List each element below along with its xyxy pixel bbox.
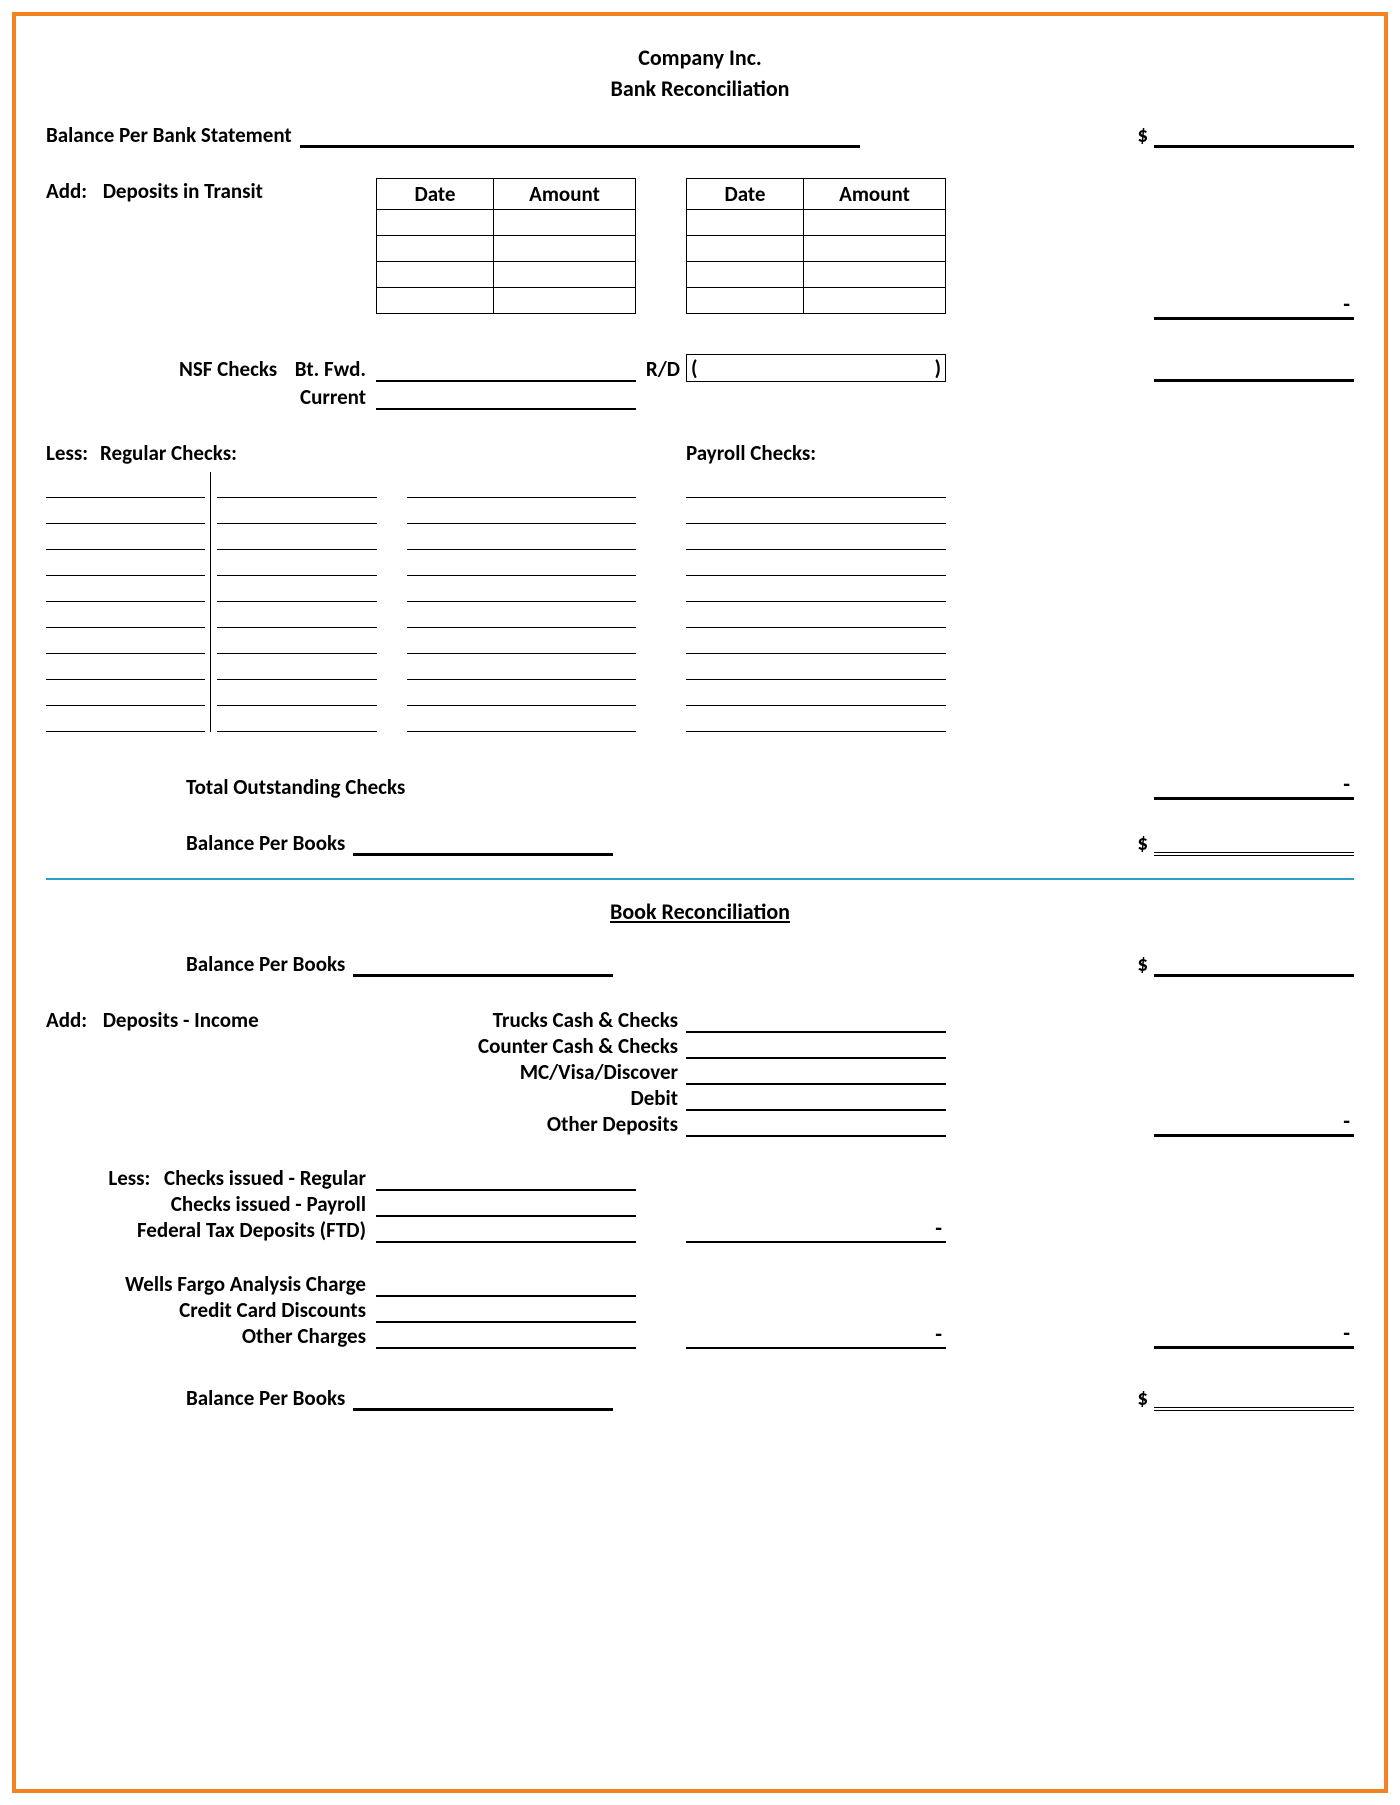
total-outstanding-amount[interactable]: - xyxy=(1154,776,1354,800)
current-label: Current xyxy=(300,384,366,410)
bt-fwd-label: Bt. Fwd. xyxy=(295,356,366,382)
less-line-2: Federal Tax Deposits (FTD) xyxy=(137,1217,366,1243)
col-date-1: Date xyxy=(376,178,494,210)
col-date-2: Date xyxy=(686,178,804,210)
charge-0: Wells Fargo Analysis Charge xyxy=(125,1271,366,1297)
balance-books-bank-line[interactable] xyxy=(353,832,613,856)
section-divider xyxy=(46,878,1354,880)
currency-1: $ xyxy=(1137,122,1148,148)
rd-box[interactable]: ( ) xyxy=(686,354,946,382)
currency-3: $ xyxy=(1137,951,1148,977)
total-outstanding-label: Total Outstanding Checks xyxy=(186,774,405,800)
form-title: Bank Reconciliation xyxy=(46,75,1354,102)
dep1-r2-amt[interactable] xyxy=(494,236,636,262)
dep2-r3-amt[interactable] xyxy=(804,262,946,288)
dep1-r4-amt[interactable] xyxy=(494,288,636,314)
company-name: Company Inc. xyxy=(46,44,1354,71)
dep2-r4-date[interactable] xyxy=(686,288,804,314)
book-title: Book Reconciliation xyxy=(46,898,1354,925)
income-line-0: Trucks Cash & Checks xyxy=(376,1007,686,1033)
add-label: Add: xyxy=(46,178,87,204)
dep2-r1-amt[interactable] xyxy=(804,210,946,236)
less-label: Less: xyxy=(46,440,88,466)
deposits-total[interactable]: - xyxy=(1154,296,1354,320)
less-line-1: Checks issued - Payroll xyxy=(171,1191,366,1217)
balance-bank-amount[interactable] xyxy=(1154,124,1354,148)
balance-books-bank-amount[interactable] xyxy=(1154,832,1354,856)
income-line-2: MC/Visa/Discover xyxy=(376,1059,686,1085)
dep1-r1-amt[interactable] xyxy=(494,210,636,236)
deposits-income-label: Deposits - Income xyxy=(103,1007,259,1033)
rd-label: R/D xyxy=(646,356,680,382)
dep1-r3-date[interactable] xyxy=(376,262,494,288)
balance-bank-line[interactable] xyxy=(300,124,860,148)
dep2-r2-amt[interactable] xyxy=(804,236,946,262)
nsf-total[interactable] xyxy=(1154,358,1354,382)
nsf-btfwd-line[interactable] xyxy=(376,358,636,382)
charges-total[interactable]: - xyxy=(1154,1325,1354,1349)
book-balance-amount[interactable] xyxy=(1154,953,1354,977)
dep1-r3-amt[interactable] xyxy=(494,262,636,288)
form-outer: Company Inc. Bank Reconciliation Balance… xyxy=(12,12,1388,1793)
col-amount-2: Amount xyxy=(804,178,946,210)
income-line-3: Debit xyxy=(376,1085,686,1111)
currency-4: $ xyxy=(1137,1385,1148,1411)
book-balance-label: Balance Per Books xyxy=(186,951,345,977)
deposits-table-2: Date Amount xyxy=(686,178,946,314)
currency-2: $ xyxy=(1137,830,1148,856)
book-less-label: Less: xyxy=(108,1165,150,1191)
nsf-current-line[interactable] xyxy=(376,386,636,410)
nsf-label: NSF Checks xyxy=(179,356,277,382)
income-line-1: Counter Cash & Checks xyxy=(376,1033,686,1059)
payroll-checks-table xyxy=(686,472,946,732)
balance-bank-label: Balance Per Bank Statement xyxy=(46,122,292,148)
dep1-r2-date[interactable] xyxy=(376,236,494,262)
dep2-r1-date[interactable] xyxy=(686,210,804,236)
col-amount-1: Amount xyxy=(494,178,636,210)
less-line-0: Checks issued - Regular xyxy=(164,1165,366,1191)
regular-checks-table xyxy=(46,472,636,732)
book-add-label: Add: xyxy=(46,1007,87,1033)
dep1-r1-date[interactable] xyxy=(376,210,494,236)
income-line-4: Other Deposits xyxy=(376,1111,686,1137)
dep1-r4-date[interactable] xyxy=(376,288,494,314)
payroll-checks-label: Payroll Checks: xyxy=(686,440,816,466)
final-balance-line[interactable] xyxy=(353,1387,613,1411)
regular-checks-label: Regular Checks: xyxy=(100,440,237,466)
book-balance-line[interactable] xyxy=(353,953,613,977)
dep2-r4-amt[interactable] xyxy=(804,288,946,314)
charge-1: Credit Card Discounts xyxy=(179,1297,366,1323)
income-total[interactable]: - xyxy=(1154,1113,1354,1137)
dep2-r3-date[interactable] xyxy=(686,262,804,288)
balance-books-bank-label: Balance Per Books xyxy=(186,830,345,856)
dep2-r2-date[interactable] xyxy=(686,236,804,262)
deposits-table-1: Date Amount xyxy=(376,178,636,314)
charges-subtotal[interactable]: - xyxy=(686,1325,946,1349)
charge-2: Other Charges xyxy=(242,1323,366,1349)
deposits-transit-label: Deposits in Transit xyxy=(103,178,263,204)
less-subtotal[interactable]: - xyxy=(686,1219,946,1243)
final-balance-label: Balance Per Books xyxy=(186,1385,345,1411)
final-balance-amount[interactable] xyxy=(1154,1387,1354,1411)
